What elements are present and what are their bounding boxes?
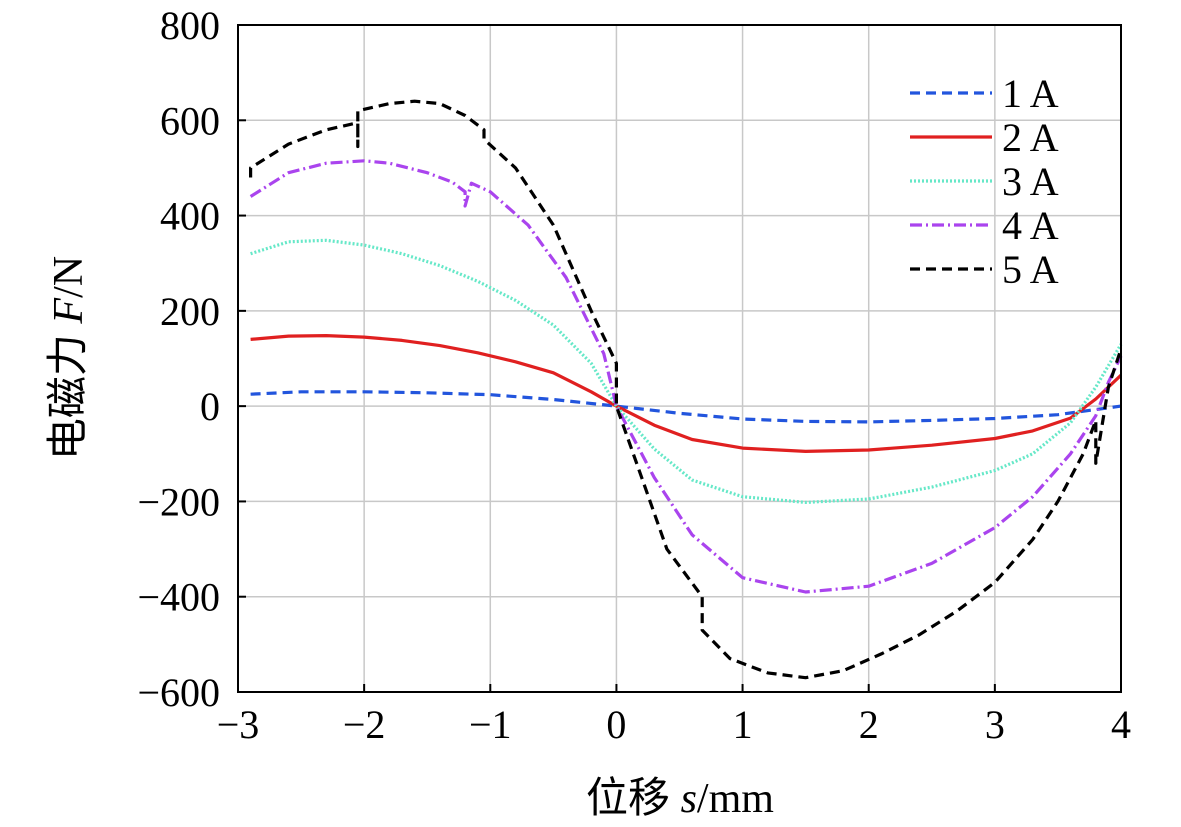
- x-axis-label-var: s: [681, 776, 697, 822]
- x-tick-label: 2: [859, 702, 879, 747]
- y-tick-label: −600: [137, 670, 220, 715]
- x-axis-label-prefix: 位移: [586, 775, 681, 822]
- y-axis-label: 电磁力 F/N: [46, 256, 92, 460]
- series-line-3a: [250, 238, 1123, 504]
- x-tick-label: −2: [343, 702, 386, 747]
- grid: [238, 25, 1121, 692]
- y-tick-label: 400: [160, 194, 220, 239]
- x-axis-label-unit: /mm: [697, 776, 774, 822]
- x-tick-label: −3: [217, 702, 260, 747]
- y-tick-label: 800: [160, 3, 220, 48]
- y-tick-label: −200: [137, 479, 220, 524]
- x-tick-label: 0: [606, 702, 626, 747]
- y-tick-label: 0: [200, 384, 220, 429]
- y-axis-label-prefix: 电磁力: [46, 324, 92, 461]
- legend-label: 1 A: [1002, 71, 1059, 116]
- legend: 1 A2 A3 A4 A5 A: [910, 71, 1059, 292]
- legend-label: 4 A: [1002, 203, 1059, 248]
- y-tick-label: −400: [137, 575, 220, 620]
- series-line-2a: [250, 334, 1123, 453]
- x-tick-label: 1: [733, 702, 753, 747]
- series-line-4a: [249, 159, 1123, 594]
- y-axis-label-unit: /N: [46, 256, 92, 298]
- x-tick-label: −1: [469, 702, 512, 747]
- series-line-5a: [249, 99, 1123, 680]
- legend-label: 2 A: [1002, 115, 1059, 160]
- y-axis-label-var: F: [46, 298, 92, 325]
- series-line-1a: [250, 390, 1122, 424]
- legend-label: 5 A: [1002, 247, 1059, 292]
- ticks: −3 −2 −1 0 1 2 3 4 −600 −400 −200 0 200 400 600 800: [137, 3, 1131, 747]
- plot-frame: [237, 24, 1122, 693]
- y-tick-label: 200: [160, 289, 220, 334]
- legend-label: 3 A: [1002, 159, 1059, 204]
- series-lines: [249, 99, 1123, 680]
- y-tick-label: 600: [160, 98, 220, 143]
- x-tick-label: 4: [1111, 702, 1131, 747]
- x-axis-label: 位移 s/mm: [586, 775, 774, 822]
- x-tick-label: 3: [985, 702, 1005, 747]
